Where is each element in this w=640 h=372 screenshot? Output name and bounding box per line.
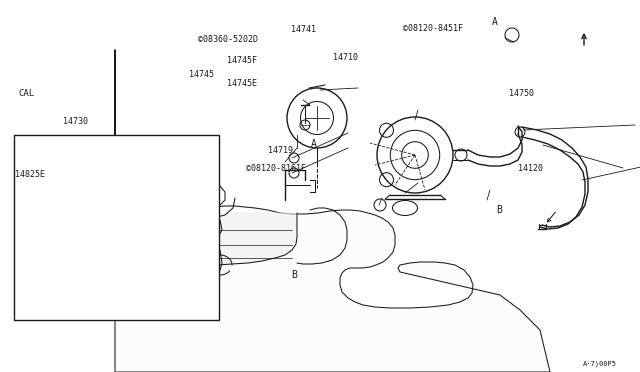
Text: B: B xyxy=(291,270,297,280)
Bar xyxy=(14,135,219,320)
Text: CAL: CAL xyxy=(18,89,34,98)
Text: 14825E: 14825E xyxy=(15,170,45,179)
Text: 14745E: 14745E xyxy=(227,79,257,88)
Text: ©08120-8451F: ©08120-8451F xyxy=(403,24,463,33)
Polygon shape xyxy=(147,213,297,265)
Text: ©08120-8161E: ©08120-8161E xyxy=(246,164,307,173)
Text: ©08360-5202D: ©08360-5202D xyxy=(198,35,259,44)
Polygon shape xyxy=(115,50,550,372)
Text: 14730: 14730 xyxy=(63,117,88,126)
Text: 14120: 14120 xyxy=(518,164,543,173)
Text: 14745F: 14745F xyxy=(227,56,257,65)
Text: A: A xyxy=(310,140,316,149)
Text: 14745: 14745 xyxy=(189,70,214,79)
Text: 14710: 14710 xyxy=(333,53,358,62)
Text: B: B xyxy=(497,205,502,215)
Text: A: A xyxy=(492,17,497,27)
Text: 14719: 14719 xyxy=(268,146,292,155)
Text: 14741: 14741 xyxy=(291,25,316,34)
Text: 14750: 14750 xyxy=(509,89,534,97)
Text: A⋅7)00P5: A⋅7)00P5 xyxy=(582,360,616,367)
